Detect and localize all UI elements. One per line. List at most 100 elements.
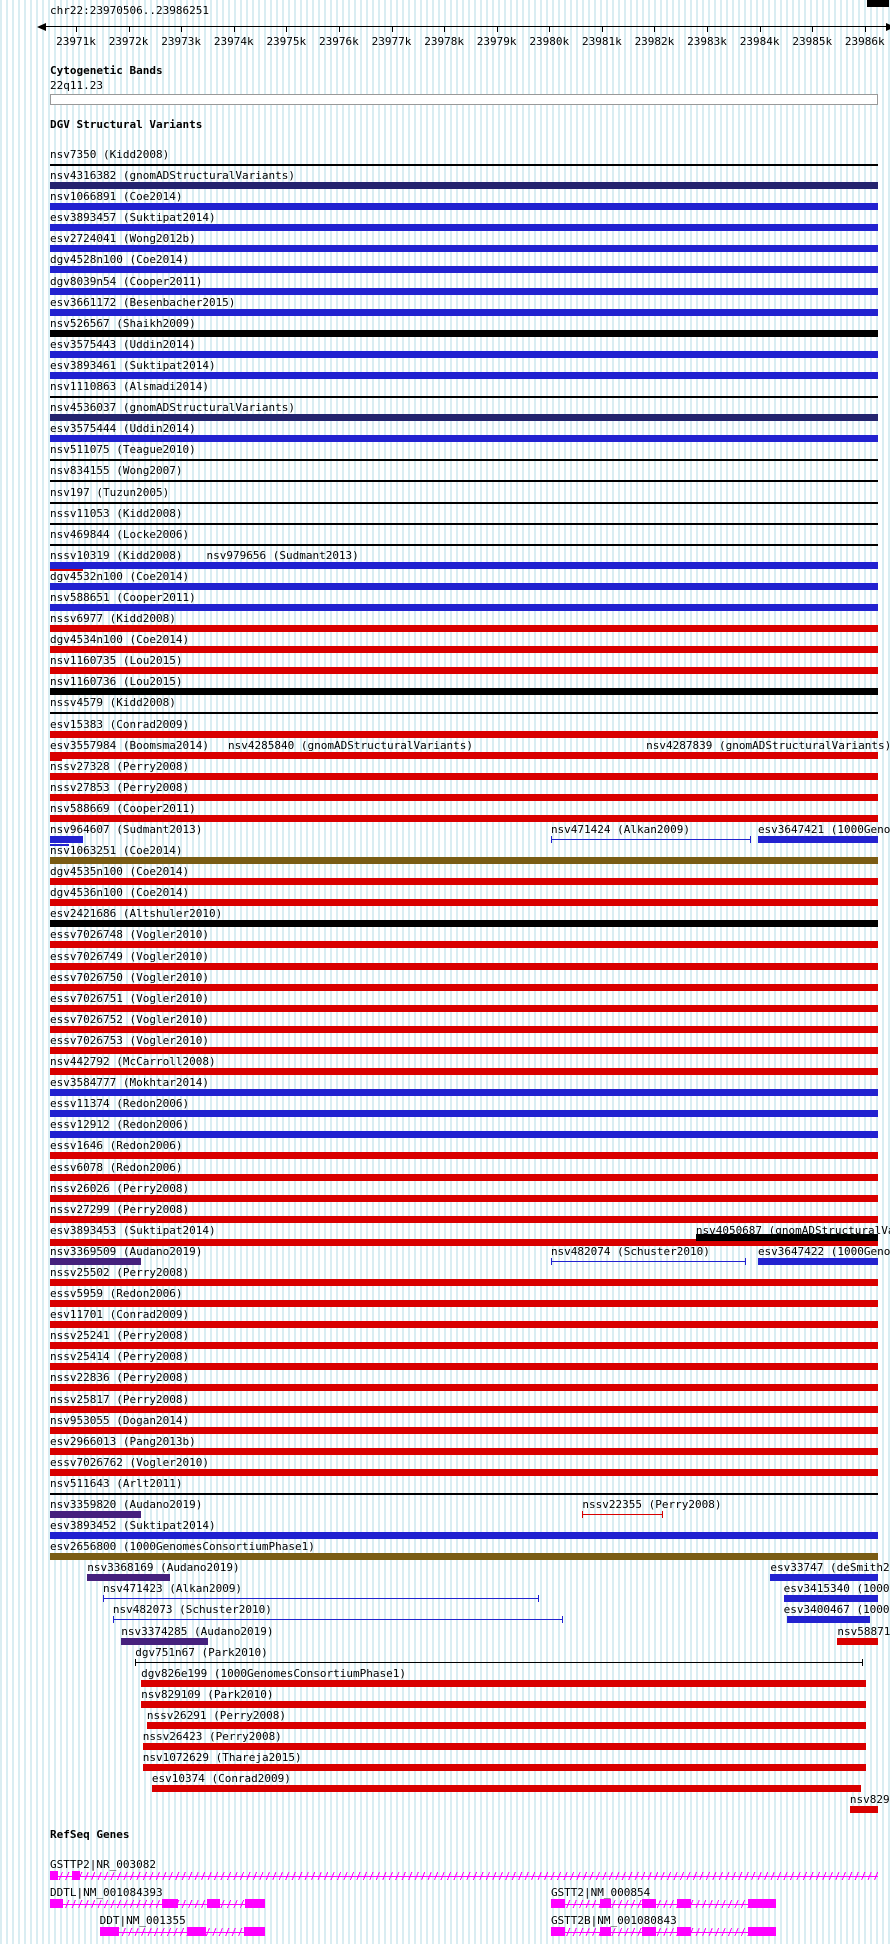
variant-feature[interactable] xyxy=(146,1721,866,1729)
variant-feature[interactable] xyxy=(50,1110,878,1118)
gene-exon[interactable] xyxy=(207,1899,220,1908)
variant-feature[interactable] xyxy=(50,1278,878,1286)
variant-feature[interactable] xyxy=(550,1257,746,1265)
variant-feature[interactable] xyxy=(112,1616,564,1624)
variant-feature[interactable] xyxy=(50,396,878,399)
variant-feature[interactable] xyxy=(50,1342,878,1350)
gene-exon[interactable] xyxy=(243,1927,266,1936)
gene-exon[interactable] xyxy=(748,1899,777,1908)
gene-intron-line[interactable] xyxy=(550,1900,777,1908)
gene-intron-line[interactable] xyxy=(50,1872,878,1880)
variant-feature[interactable] xyxy=(50,224,878,232)
variant-feature[interactable] xyxy=(50,1215,878,1223)
variant-feature[interactable] xyxy=(50,543,878,546)
variant-feature[interactable] xyxy=(786,1616,870,1624)
variant-feature[interactable] xyxy=(50,878,878,886)
variant-feature[interactable] xyxy=(50,646,878,654)
variant-feature[interactable] xyxy=(50,1363,878,1371)
variant-feature[interactable] xyxy=(135,1658,864,1666)
variant-feature[interactable] xyxy=(50,266,878,274)
variant-feature[interactable] xyxy=(50,435,878,443)
gene-exon[interactable] xyxy=(550,1927,565,1936)
variant-feature[interactable] xyxy=(50,568,84,571)
variant-feature[interactable] xyxy=(50,1321,878,1329)
variant-feature[interactable] xyxy=(50,203,878,211)
variant-feature[interactable] xyxy=(151,1785,862,1793)
variant-feature[interactable] xyxy=(50,667,878,675)
variant-feature[interactable] xyxy=(50,350,878,358)
variant-feature[interactable] xyxy=(50,561,878,569)
variant-feature[interactable] xyxy=(50,522,878,525)
variant-feature[interactable] xyxy=(50,1426,878,1434)
variant-feature[interactable] xyxy=(50,414,878,422)
variant-feature[interactable] xyxy=(50,1173,878,1181)
variant-feature[interactable] xyxy=(50,1068,878,1076)
variant-feature[interactable] xyxy=(50,712,878,715)
variant-feature[interactable] xyxy=(50,688,878,696)
variant-feature[interactable] xyxy=(50,245,878,253)
variant-feature[interactable] xyxy=(50,1447,878,1455)
gene-exon[interactable] xyxy=(642,1899,657,1908)
gene-exon[interactable] xyxy=(71,1871,80,1880)
variant-feature[interactable] xyxy=(770,1574,878,1582)
variant-feature[interactable] xyxy=(102,1595,539,1603)
variant-feature[interactable] xyxy=(50,730,878,738)
variant-feature[interactable] xyxy=(50,1152,878,1160)
variant-feature[interactable] xyxy=(50,1492,878,1495)
gene-exon[interactable] xyxy=(161,1899,179,1908)
variant-feature[interactable] xyxy=(837,1637,878,1645)
variant-feature[interactable] xyxy=(50,758,63,761)
variant-feature[interactable] xyxy=(50,1257,142,1265)
variant-feature[interactable] xyxy=(50,480,878,483)
gene-exon[interactable] xyxy=(599,1899,612,1908)
variant-feature[interactable] xyxy=(50,836,84,843)
variant-feature[interactable] xyxy=(50,793,878,801)
variant-feature[interactable] xyxy=(50,308,878,316)
gene-intron-line[interactable] xyxy=(550,1928,777,1936)
variant-feature[interactable] xyxy=(50,857,878,865)
gene-exon[interactable] xyxy=(676,1899,691,1908)
variant-feature[interactable] xyxy=(849,1806,878,1814)
gene-exon[interactable] xyxy=(187,1927,207,1936)
variant-feature[interactable] xyxy=(550,836,752,843)
variant-feature[interactable] xyxy=(50,920,878,928)
variant-feature[interactable] xyxy=(50,1004,878,1012)
variant-feature[interactable] xyxy=(50,814,878,822)
variant-feature[interactable] xyxy=(50,844,70,846)
variant-feature[interactable] xyxy=(50,371,878,379)
variant-feature[interactable] xyxy=(87,1574,171,1582)
gene-exon[interactable] xyxy=(748,1927,777,1936)
variant-feature[interactable] xyxy=(50,772,878,780)
variant-feature[interactable] xyxy=(50,1553,878,1561)
gene-exon[interactable] xyxy=(550,1899,565,1908)
cytoband-feature[interactable] xyxy=(50,94,878,105)
gene-exon[interactable] xyxy=(244,1899,266,1908)
variant-feature[interactable] xyxy=(50,1194,878,1202)
variant-feature[interactable] xyxy=(50,1468,878,1476)
variant-feature[interactable] xyxy=(757,836,878,843)
variant-feature[interactable] xyxy=(50,751,878,759)
variant-feature[interactable] xyxy=(50,1300,878,1308)
variant-feature[interactable] xyxy=(50,962,878,970)
variant-feature[interactable] xyxy=(121,1637,209,1645)
variant-feature[interactable] xyxy=(142,1743,866,1751)
variant-feature[interactable] xyxy=(582,1511,663,1518)
variant-feature[interactable] xyxy=(50,983,878,991)
variant-feature[interactable] xyxy=(142,1764,866,1772)
variant-feature[interactable] xyxy=(50,1089,878,1097)
variant-feature[interactable] xyxy=(50,941,878,949)
variant-feature[interactable] xyxy=(50,501,878,504)
variant-feature[interactable] xyxy=(50,1511,142,1518)
gene-exon[interactable] xyxy=(50,1899,64,1908)
gene-intron-line[interactable] xyxy=(50,1900,266,1908)
variant-feature[interactable] xyxy=(757,1257,878,1265)
variant-feature[interactable] xyxy=(50,1131,878,1139)
variant-feature[interactable] xyxy=(50,1046,878,1054)
variant-feature[interactable] xyxy=(50,625,878,633)
variant-feature[interactable] xyxy=(50,329,878,337)
variant-feature[interactable] xyxy=(50,899,878,907)
gene-exon[interactable] xyxy=(50,1871,59,1880)
variant-feature[interactable] xyxy=(50,1405,878,1413)
variant-feature[interactable] xyxy=(141,1679,866,1687)
variant-feature[interactable] xyxy=(50,1025,878,1033)
